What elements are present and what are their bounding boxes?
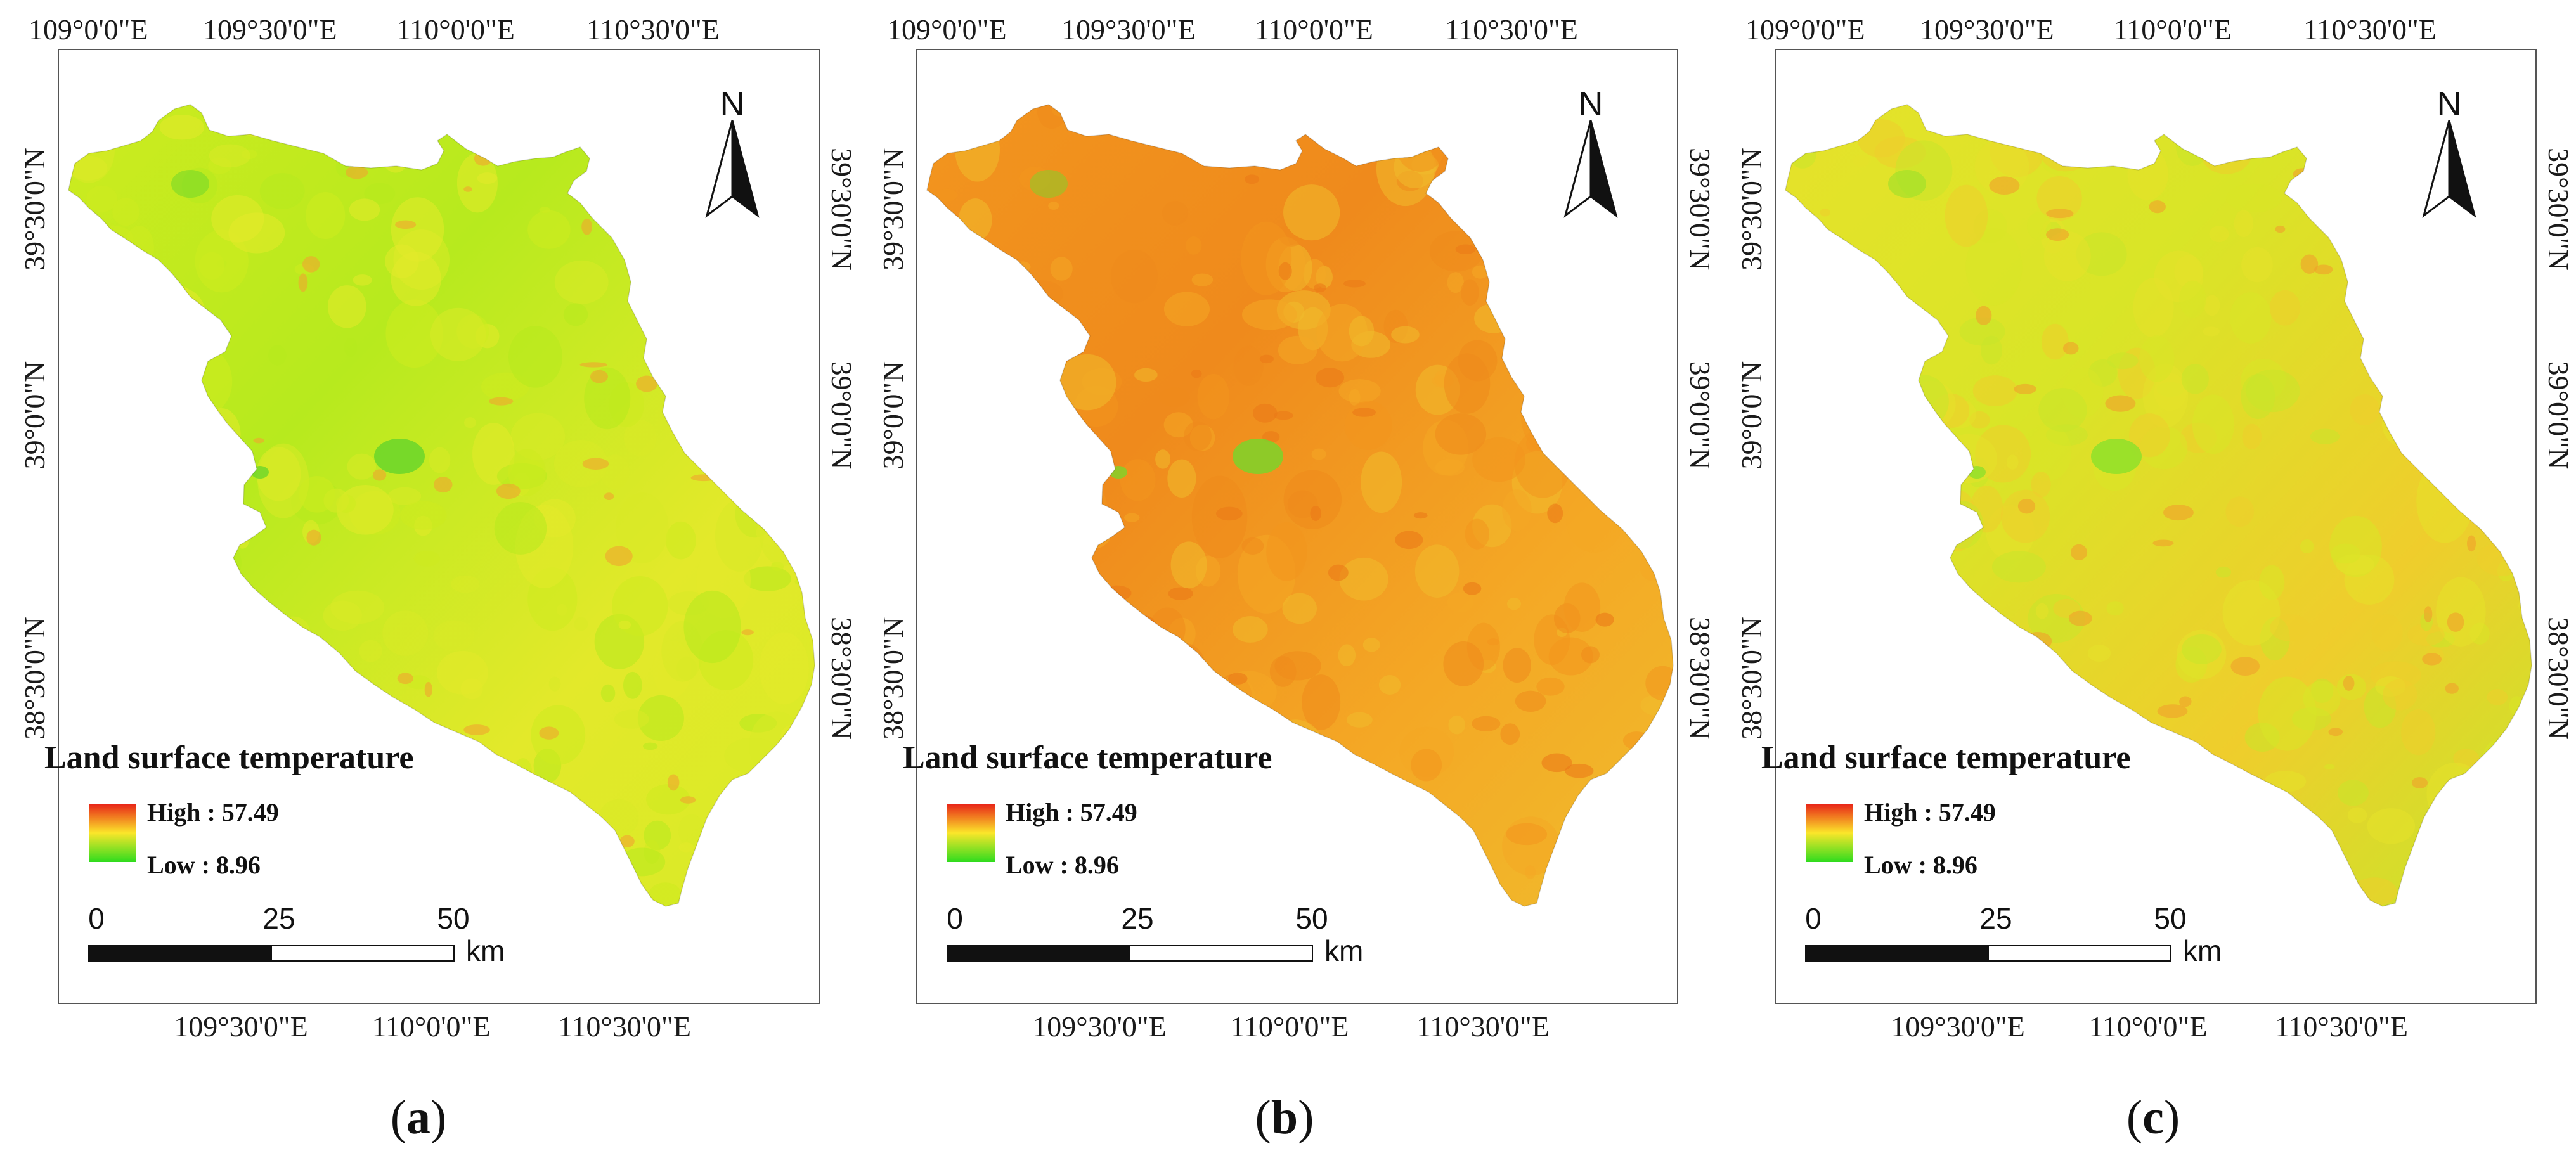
top-longitude-label: 110°30'0"E xyxy=(1445,13,1578,46)
left-latitude-label: 39°0'0"N xyxy=(18,361,51,470)
legend-low-label: Low : 8.96 xyxy=(147,851,261,879)
top-longitude-label: 110°30'0"E xyxy=(2303,13,2437,46)
left-latitude-label: 39°30'0"N xyxy=(18,148,51,271)
right-latitude-label: 39°0'0"N xyxy=(1684,361,1716,470)
scale-tick-label: 0 xyxy=(1805,902,1822,935)
bottom-longitude-label: 110°0'0"E xyxy=(2089,1010,2208,1043)
study-area-region xyxy=(1785,105,2532,906)
scale-unit-label: km xyxy=(1324,934,1363,967)
right-latitude-label: 38°30'0"N xyxy=(825,617,858,740)
map-frame xyxy=(58,49,820,1004)
caption-b: (b) xyxy=(1255,1091,1314,1144)
top-longitude-label: 109°30'0"E xyxy=(203,13,337,46)
legend-high-label: High : 57.49 xyxy=(1006,798,1137,827)
north-arrow-icon: N xyxy=(705,85,760,218)
top-longitude-label: 109°0'0"E xyxy=(887,13,1007,46)
north-arrow-icon: N xyxy=(2422,85,2476,218)
legend-color-ramp xyxy=(947,804,995,862)
left-latitude-label: 39°0'0"N xyxy=(1735,361,1768,470)
top-longitude-label: 110°0'0"E xyxy=(2113,13,2232,46)
top-longitude-label: 109°0'0"E xyxy=(1745,13,1865,46)
study-area-region xyxy=(68,105,815,906)
map-panel-a: 109°0'0"E 109°30'0"E 110°0'0"E 110°30'0"E 10… xyxy=(0,0,858,1165)
top-longitude-label: 110°0'0"E xyxy=(396,13,515,46)
bottom-longitude-label: 110°30'0"E xyxy=(2275,1010,2408,1043)
scale-tick-label: 50 xyxy=(1295,902,1328,935)
scale-tick-label: 0 xyxy=(947,902,963,935)
left-latitude-label: 39°0'0"N xyxy=(877,361,909,470)
map-panel-c: 109°0'0"E 109°30'0"E 110°0'0"E 110°30'0"E 10… xyxy=(1717,0,2575,1165)
scale-tick-label: 25 xyxy=(262,902,295,935)
bottom-longitude-label: 109°30'0"E xyxy=(1891,1010,2025,1043)
bottom-longitude-label: 109°30'0"E xyxy=(174,1010,308,1043)
right-latitude-label: 39°0'0"N xyxy=(825,361,858,470)
scale-tick-label: 50 xyxy=(2154,902,2186,935)
left-latitude-label: 39°30'0"N xyxy=(1735,148,1768,271)
legend-title: Land surface temperature xyxy=(903,740,1272,776)
top-longitude-label: 109°0'0"E xyxy=(29,13,148,46)
left-latitude-label: 38°30'0"N xyxy=(877,617,909,740)
scale-tick-label: 0 xyxy=(88,902,105,935)
bottom-longitude-label: 110°30'0"E xyxy=(558,1010,691,1043)
bottom-longitude-label: 110°0'0"E xyxy=(1231,1010,1349,1043)
scale-tick-label: 25 xyxy=(1121,902,1153,935)
top-longitude-label: 109°30'0"E xyxy=(1061,13,1196,46)
map-svg: 109°0'0"E 109°30'0"E 110°0'0"E 110°30'0"E 10… xyxy=(1735,13,2575,1043)
bottom-longitude-label: 110°30'0"E xyxy=(1416,1010,1550,1043)
map-panel-b: 109°0'0"E 109°30'0"E 110°0'0"E 110°30'0"E 10… xyxy=(858,0,1717,1165)
north-arrow-icon: N xyxy=(1563,85,1618,218)
map-frame xyxy=(1775,49,2537,1004)
left-latitude-label: 39°30'0"N xyxy=(877,148,909,271)
right-latitude-label: 38°30'0"N xyxy=(2542,617,2575,740)
left-latitude-label: 38°30'0"N xyxy=(1735,617,1768,740)
north-arrow-label: N xyxy=(2437,85,2462,123)
bottom-longitude-label: 109°30'0"E xyxy=(1032,1010,1167,1043)
map-svg: 109°0'0"E 109°30'0"E 110°0'0"E 110°30'0"E 10… xyxy=(18,13,858,1043)
scale-unit-label: km xyxy=(2183,934,2222,967)
scale-tick-label: 25 xyxy=(1979,902,2012,935)
right-latitude-label: 39°30'0"N xyxy=(2542,148,2575,271)
north-arrow-label: N xyxy=(1579,85,1603,123)
left-latitude-label: 38°30'0"N xyxy=(18,617,51,740)
top-longitude-label: 110°30'0"E xyxy=(586,13,720,46)
legend-high-label: High : 57.49 xyxy=(1864,798,1996,827)
legend-low-label: Low : 8.96 xyxy=(1006,851,1119,879)
top-longitude-label: 110°0'0"E xyxy=(1255,13,1373,46)
caption-c: (c) xyxy=(2126,1091,2180,1144)
scale-unit-label: km xyxy=(466,934,505,967)
legend-color-ramp xyxy=(1806,804,1853,862)
scale-tick-label: 50 xyxy=(437,902,469,935)
legend-high-label: High : 57.49 xyxy=(147,798,279,827)
map-svg: 109°0'0"E 109°30'0"E 110°0'0"E 110°30'0"E 10… xyxy=(877,13,1716,1043)
caption-a: (a) xyxy=(390,1091,447,1144)
bottom-longitude-label: 110°0'0"E xyxy=(372,1010,491,1043)
legend-title: Land surface temperature xyxy=(44,740,414,776)
right-latitude-label: 38°30'0"N xyxy=(1684,617,1716,740)
top-longitude-label: 109°30'0"E xyxy=(1920,13,2054,46)
right-latitude-label: 39°30'0"N xyxy=(825,148,858,271)
right-latitude-label: 39°0'0"N xyxy=(2542,361,2575,470)
right-latitude-label: 39°30'0"N xyxy=(1684,148,1716,271)
north-arrow-label: N xyxy=(720,85,745,123)
legend-low-label: Low : 8.96 xyxy=(1864,851,1977,879)
legend-color-ramp xyxy=(89,804,136,862)
legend-title: Land surface temperature xyxy=(1761,740,2131,776)
map-frame xyxy=(916,49,1678,1004)
